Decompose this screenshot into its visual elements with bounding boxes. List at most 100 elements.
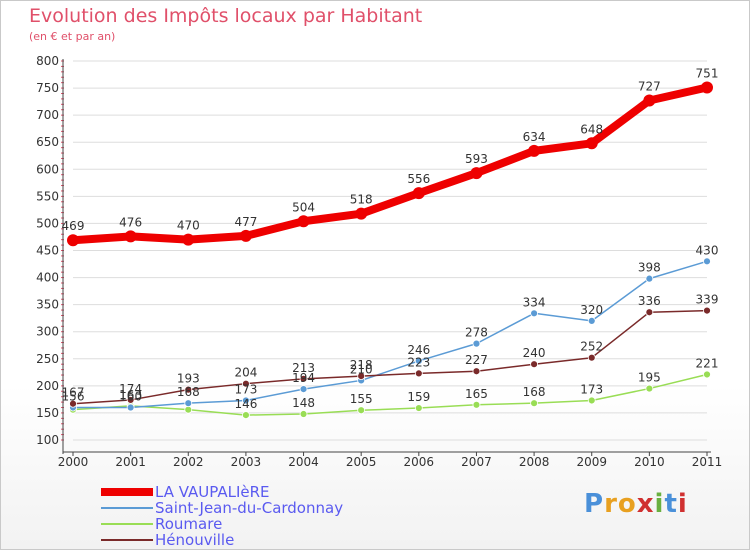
data-point bbox=[587, 396, 596, 405]
data-label: 148 bbox=[292, 396, 315, 410]
data-label: 246 bbox=[407, 343, 430, 357]
data-point bbox=[585, 137, 598, 150]
data-point bbox=[472, 339, 481, 348]
logo-letter: o bbox=[617, 489, 637, 519]
y-tick-label: 700 bbox=[36, 108, 59, 122]
data-point bbox=[357, 406, 366, 415]
y-tick-labels: 100 150 200 250 300 350 400 450 500 550 600 650 700 7… bbox=[36, 54, 59, 447]
series-line bbox=[72, 373, 708, 416]
data-point bbox=[412, 187, 425, 200]
data-point bbox=[67, 234, 79, 247]
data-label: 163 bbox=[119, 388, 142, 402]
y-tick-label: 800 bbox=[36, 54, 59, 68]
logo-letter: P bbox=[584, 489, 605, 519]
data-label: 398 bbox=[638, 261, 661, 275]
data-point bbox=[645, 274, 654, 283]
data-point bbox=[645, 384, 654, 393]
data-point bbox=[297, 215, 310, 228]
data-label: 213 bbox=[292, 361, 315, 375]
data-label: 320 bbox=[580, 303, 603, 317]
x-tick-label: 2010 bbox=[634, 455, 665, 469]
data-label: 278 bbox=[465, 326, 488, 340]
x-tick-label: 2004 bbox=[288, 455, 319, 469]
legend-swatch bbox=[101, 539, 153, 541]
data-point bbox=[124, 230, 137, 243]
data-point bbox=[184, 405, 193, 414]
logo-letter: i bbox=[654, 489, 665, 519]
data-label: 252 bbox=[580, 340, 603, 354]
data-point bbox=[528, 144, 541, 157]
legend-label: Saint-Jean-du-Cardonnay bbox=[155, 499, 344, 517]
x-tick-label: 2002 bbox=[173, 455, 204, 469]
data-label: 727 bbox=[638, 80, 661, 94]
data-label: 240 bbox=[523, 346, 546, 360]
y-tick-label: 550 bbox=[36, 189, 59, 203]
x-tick-label: 2000 bbox=[58, 455, 89, 469]
data-label: 430 bbox=[696, 243, 719, 257]
data-point bbox=[242, 411, 250, 419]
data-label: 556 bbox=[407, 172, 430, 186]
data-label: 146 bbox=[234, 397, 257, 411]
data-point bbox=[643, 94, 656, 107]
data-point bbox=[126, 403, 135, 412]
data-label: 204 bbox=[234, 366, 257, 380]
y-tick-label: 150 bbox=[36, 406, 59, 420]
data-point bbox=[126, 396, 135, 404]
data-point bbox=[184, 399, 193, 408]
data-point bbox=[587, 316, 596, 325]
data-point bbox=[355, 207, 368, 220]
x-tick-label: 2008 bbox=[519, 455, 550, 469]
y-tick-label: 350 bbox=[36, 298, 59, 312]
legend-label: Hénouville bbox=[155, 531, 235, 549]
data-point bbox=[182, 233, 195, 246]
data-point bbox=[299, 410, 308, 418]
y-tick-label: 300 bbox=[36, 325, 59, 339]
data-label: 173 bbox=[580, 382, 603, 396]
x-tick-label: 2003 bbox=[231, 455, 262, 469]
chart-subtitle: (en € et par an) bbox=[29, 30, 116, 43]
data-label: 504 bbox=[292, 200, 315, 214]
x-tick-label: 2005 bbox=[346, 455, 377, 469]
data-label: 470 bbox=[177, 219, 200, 233]
data-label: 593 bbox=[465, 152, 488, 166]
data-point bbox=[530, 309, 538, 318]
data-point bbox=[414, 404, 423, 412]
data-label: 168 bbox=[523, 385, 546, 399]
data-label: 648 bbox=[580, 122, 603, 136]
data-label: 195 bbox=[638, 371, 661, 385]
legend-label: LA VAUPALIèRE bbox=[155, 483, 270, 501]
data-label: 634 bbox=[523, 130, 546, 144]
data-label: 477 bbox=[234, 215, 257, 229]
data-label: 156 bbox=[62, 390, 85, 404]
data-label: 155 bbox=[350, 392, 373, 406]
data-point bbox=[645, 308, 654, 317]
legend-swatch bbox=[101, 507, 153, 509]
logo-letter: t bbox=[664, 489, 678, 519]
data-label: 168 bbox=[177, 385, 200, 399]
y-tick-label: 100 bbox=[36, 433, 59, 447]
data-point bbox=[299, 374, 308, 383]
series-line bbox=[69, 83, 711, 245]
y-tick-label: 250 bbox=[36, 352, 59, 366]
data-label: 218 bbox=[350, 358, 373, 372]
data-label: 165 bbox=[465, 387, 488, 401]
x-tick-label: 2007 bbox=[461, 455, 492, 469]
data-label: 174 bbox=[119, 382, 142, 396]
data-label: 469 bbox=[62, 219, 85, 233]
series-group bbox=[67, 81, 713, 419]
series-line bbox=[72, 309, 708, 405]
x-tick-label: 2009 bbox=[576, 455, 607, 469]
data-point bbox=[472, 367, 481, 376]
data-point bbox=[184, 385, 193, 394]
y-tick-label: 750 bbox=[36, 81, 59, 95]
logo-letter: i bbox=[677, 489, 688, 519]
data-point bbox=[299, 385, 308, 394]
legend-swatch bbox=[101, 523, 153, 525]
data-point bbox=[530, 399, 538, 408]
x-tick-labels: 2000 2001 2002 2003 2004 2005 2006 2007 2008 2009… bbox=[58, 455, 723, 469]
axes bbox=[61, 59, 711, 456]
y-tick-label: 450 bbox=[36, 244, 59, 258]
data-label: 193 bbox=[177, 372, 200, 386]
